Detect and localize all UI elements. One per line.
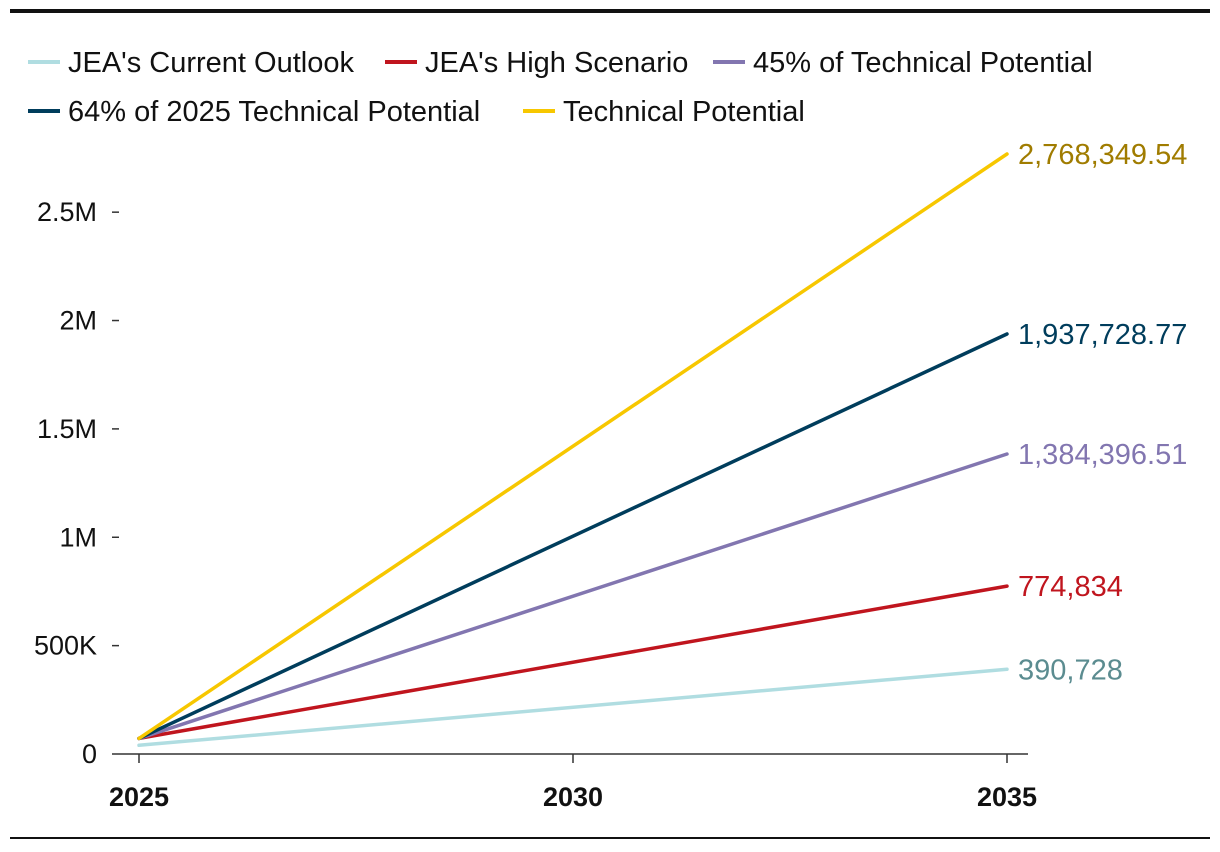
series-line-jea-s-high-scenario xyxy=(137,584,1009,741)
legend-item-technical-potential: Technical Potential xyxy=(523,96,805,128)
legend-label: 64% of 2025 Technical Potential xyxy=(68,96,480,128)
y-axis: 0 500K 1M 1.5M 2M 2.5M xyxy=(34,197,119,769)
y-tick-label: 1.5M xyxy=(37,414,97,444)
end-label-45-of-technical-potential: 1,384,396.51 xyxy=(1018,439,1187,471)
legend-label: JEA's High Scenario xyxy=(425,47,688,79)
top-rule xyxy=(10,9,1210,13)
end-label-technical-potential: 2,768,349.54 xyxy=(1018,139,1187,171)
legend: JEA's Current Outlook JEA's High Scenario… xyxy=(28,47,1093,128)
legend-item-45-of-technical-potential: 45% of Technical Potential xyxy=(713,47,1093,79)
y-tick-label: 500K xyxy=(34,631,97,661)
y-tick-label: 0 xyxy=(82,739,97,769)
bottom-rule xyxy=(10,837,1210,839)
series-lines xyxy=(137,152,1009,748)
x-tick-label: 2030 xyxy=(543,782,603,812)
series-line-technical-potential xyxy=(137,152,1009,741)
series-line-64-of-2025-technical-potential xyxy=(137,332,1009,741)
y-tick-label: 2M xyxy=(59,306,97,336)
legend-label: 45% of Technical Potential xyxy=(753,47,1093,79)
series-line-45-of-technical-potential xyxy=(137,452,1009,741)
legend-item-jea-s-high-scenario: JEA's High Scenario xyxy=(385,47,688,79)
y-tick-label: 2.5M xyxy=(37,197,97,227)
end-label-jea-s-high-scenario: 774,834 xyxy=(1018,571,1123,603)
end-labels: 390,728 774,834 1,384,396.51 1,937,728.77 2,… xyxy=(1018,139,1187,686)
x-tick-label: 2035 xyxy=(977,782,1037,812)
legend-label: Technical Potential xyxy=(563,96,805,128)
series-line-jea-s-current-outlook xyxy=(137,667,1009,748)
end-label-jea-s-current-outlook: 390,728 xyxy=(1018,654,1123,686)
x-tick-label: 2025 xyxy=(109,782,169,812)
x-axis: 2025 2030 2035 xyxy=(109,753,1037,812)
legend-item-64-of-2025-technical-potential: 64% of 2025 Technical Potential xyxy=(28,96,480,128)
legend-label: JEA's Current Outlook xyxy=(68,47,354,79)
legend-item-jea-s-current-outlook: JEA's Current Outlook xyxy=(28,47,354,79)
end-label-64-of-2025-technical-potential: 1,937,728.77 xyxy=(1018,319,1187,351)
y-tick-label: 1M xyxy=(59,522,97,552)
